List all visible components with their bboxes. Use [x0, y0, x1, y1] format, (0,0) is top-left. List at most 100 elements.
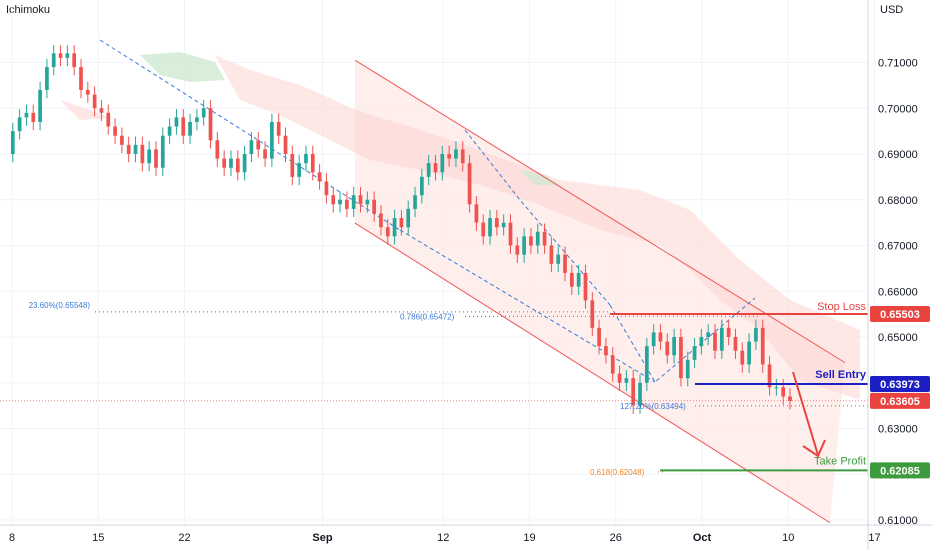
candle-body	[324, 181, 329, 196]
candle-body	[174, 117, 179, 127]
candle-body	[51, 53, 56, 68]
candle-body	[235, 158, 240, 173]
candle-body	[788, 396, 792, 402]
y-tick-label: 0.63000	[878, 424, 918, 436]
candle-body	[569, 272, 574, 287]
candle-body	[672, 337, 676, 356]
candle-body	[644, 346, 649, 383]
candle-body	[99, 108, 104, 113]
x-tick-label: 22	[178, 532, 190, 544]
target-arrow	[792, 371, 819, 456]
candle-body	[276, 121, 281, 136]
candle-body	[290, 154, 295, 177]
candle-body	[215, 140, 220, 159]
candle-body	[140, 144, 145, 164]
candle-body	[72, 53, 77, 68]
y-tick-label: 0.61000	[878, 515, 918, 527]
candle-body	[454, 149, 458, 159]
candle-body	[147, 149, 152, 164]
price-box-label: 0.63605	[880, 396, 920, 408]
candle-body	[754, 327, 758, 342]
candle-body	[440, 154, 445, 173]
candle-body	[310, 154, 315, 173]
candle-body	[760, 327, 765, 365]
y-tick-label: 0.66000	[878, 286, 918, 298]
candle-body	[106, 112, 111, 127]
candle-body	[651, 332, 656, 347]
candle-body	[556, 254, 561, 264]
price-box-label: 0.65503	[880, 309, 920, 321]
y-tick-label: 0.68000	[878, 195, 918, 207]
price-box	[870, 375, 930, 392]
stop-loss-label: Stop Loss	[817, 301, 866, 313]
candle-body	[188, 121, 192, 136]
candle-body	[195, 117, 199, 122]
candle-body	[576, 272, 581, 287]
candle-body	[17, 117, 22, 132]
candle-body	[604, 346, 608, 356]
candle-body	[201, 108, 206, 118]
price-box	[870, 305, 930, 322]
currency-label: USD	[880, 4, 904, 16]
target-arrow-head	[802, 439, 826, 458]
candle-body	[79, 67, 83, 90]
candle-body	[508, 222, 513, 246]
candle-body	[638, 382, 642, 406]
candle-body	[685, 359, 690, 379]
candle-body	[208, 108, 213, 141]
candle-body	[747, 341, 751, 365]
candle-body	[699, 337, 704, 347]
channel-upper-line	[354, 59, 846, 364]
candle-body	[617, 373, 622, 383]
candle-body	[58, 53, 63, 58]
x-tick-label: 10	[782, 532, 794, 544]
indicator-name: Ichimoku	[6, 4, 51, 16]
price-box-label: 0.62085	[880, 465, 920, 477]
candle-body	[249, 140, 254, 154]
candle-body	[31, 112, 36, 122]
candle-body	[522, 236, 526, 255]
x-tick-label: 19	[523, 532, 535, 544]
candle-body	[38, 89, 42, 122]
fib-label: 127.20%(0.63494)	[620, 402, 686, 411]
fib-label: 0.786(0.65472)	[400, 312, 455, 321]
candle-body	[467, 163, 472, 205]
candle-body	[283, 135, 288, 154]
candle-body	[160, 135, 165, 168]
candle-body	[563, 254, 567, 273]
candle-body	[433, 163, 438, 173]
candle-body	[263, 149, 267, 159]
x-tick-label: 15	[92, 532, 104, 544]
candle-body	[481, 222, 486, 237]
ichimoku-cloud-red	[215, 55, 860, 400]
candle-body	[167, 126, 172, 136]
y-tick-label: 0.65000	[878, 332, 918, 344]
candle-body	[304, 154, 308, 164]
candle-body	[65, 53, 70, 58]
y-tick-label: 0.71000	[878, 58, 918, 70]
trendline-dashed	[99, 39, 401, 231]
candle-body	[420, 176, 424, 196]
candle-body	[385, 227, 390, 237]
candle-body	[583, 272, 588, 301]
price-box-label: 0.63973	[880, 379, 920, 391]
candle-body	[706, 332, 711, 337]
x-tick-label: 17	[868, 532, 880, 544]
candle-body	[331, 195, 336, 205]
candle-body	[351, 195, 356, 209]
candle-body	[338, 199, 342, 205]
candle-body	[460, 149, 465, 164]
candle-body	[665, 341, 670, 356]
candle-body	[181, 117, 186, 136]
y-tick-label: 0.70000	[878, 103, 918, 115]
ichimoku-cloud-green	[140, 52, 225, 82]
y-tick-label: 0.67000	[878, 241, 918, 253]
ichimoku-cloud-red	[60, 100, 110, 120]
candle-body	[85, 89, 90, 95]
candle-body	[549, 245, 554, 264]
ichimoku-cloud-green	[520, 170, 560, 185]
candle-body	[256, 140, 261, 150]
x-tick-label: Oct	[693, 532, 712, 544]
candle-body	[45, 67, 49, 90]
